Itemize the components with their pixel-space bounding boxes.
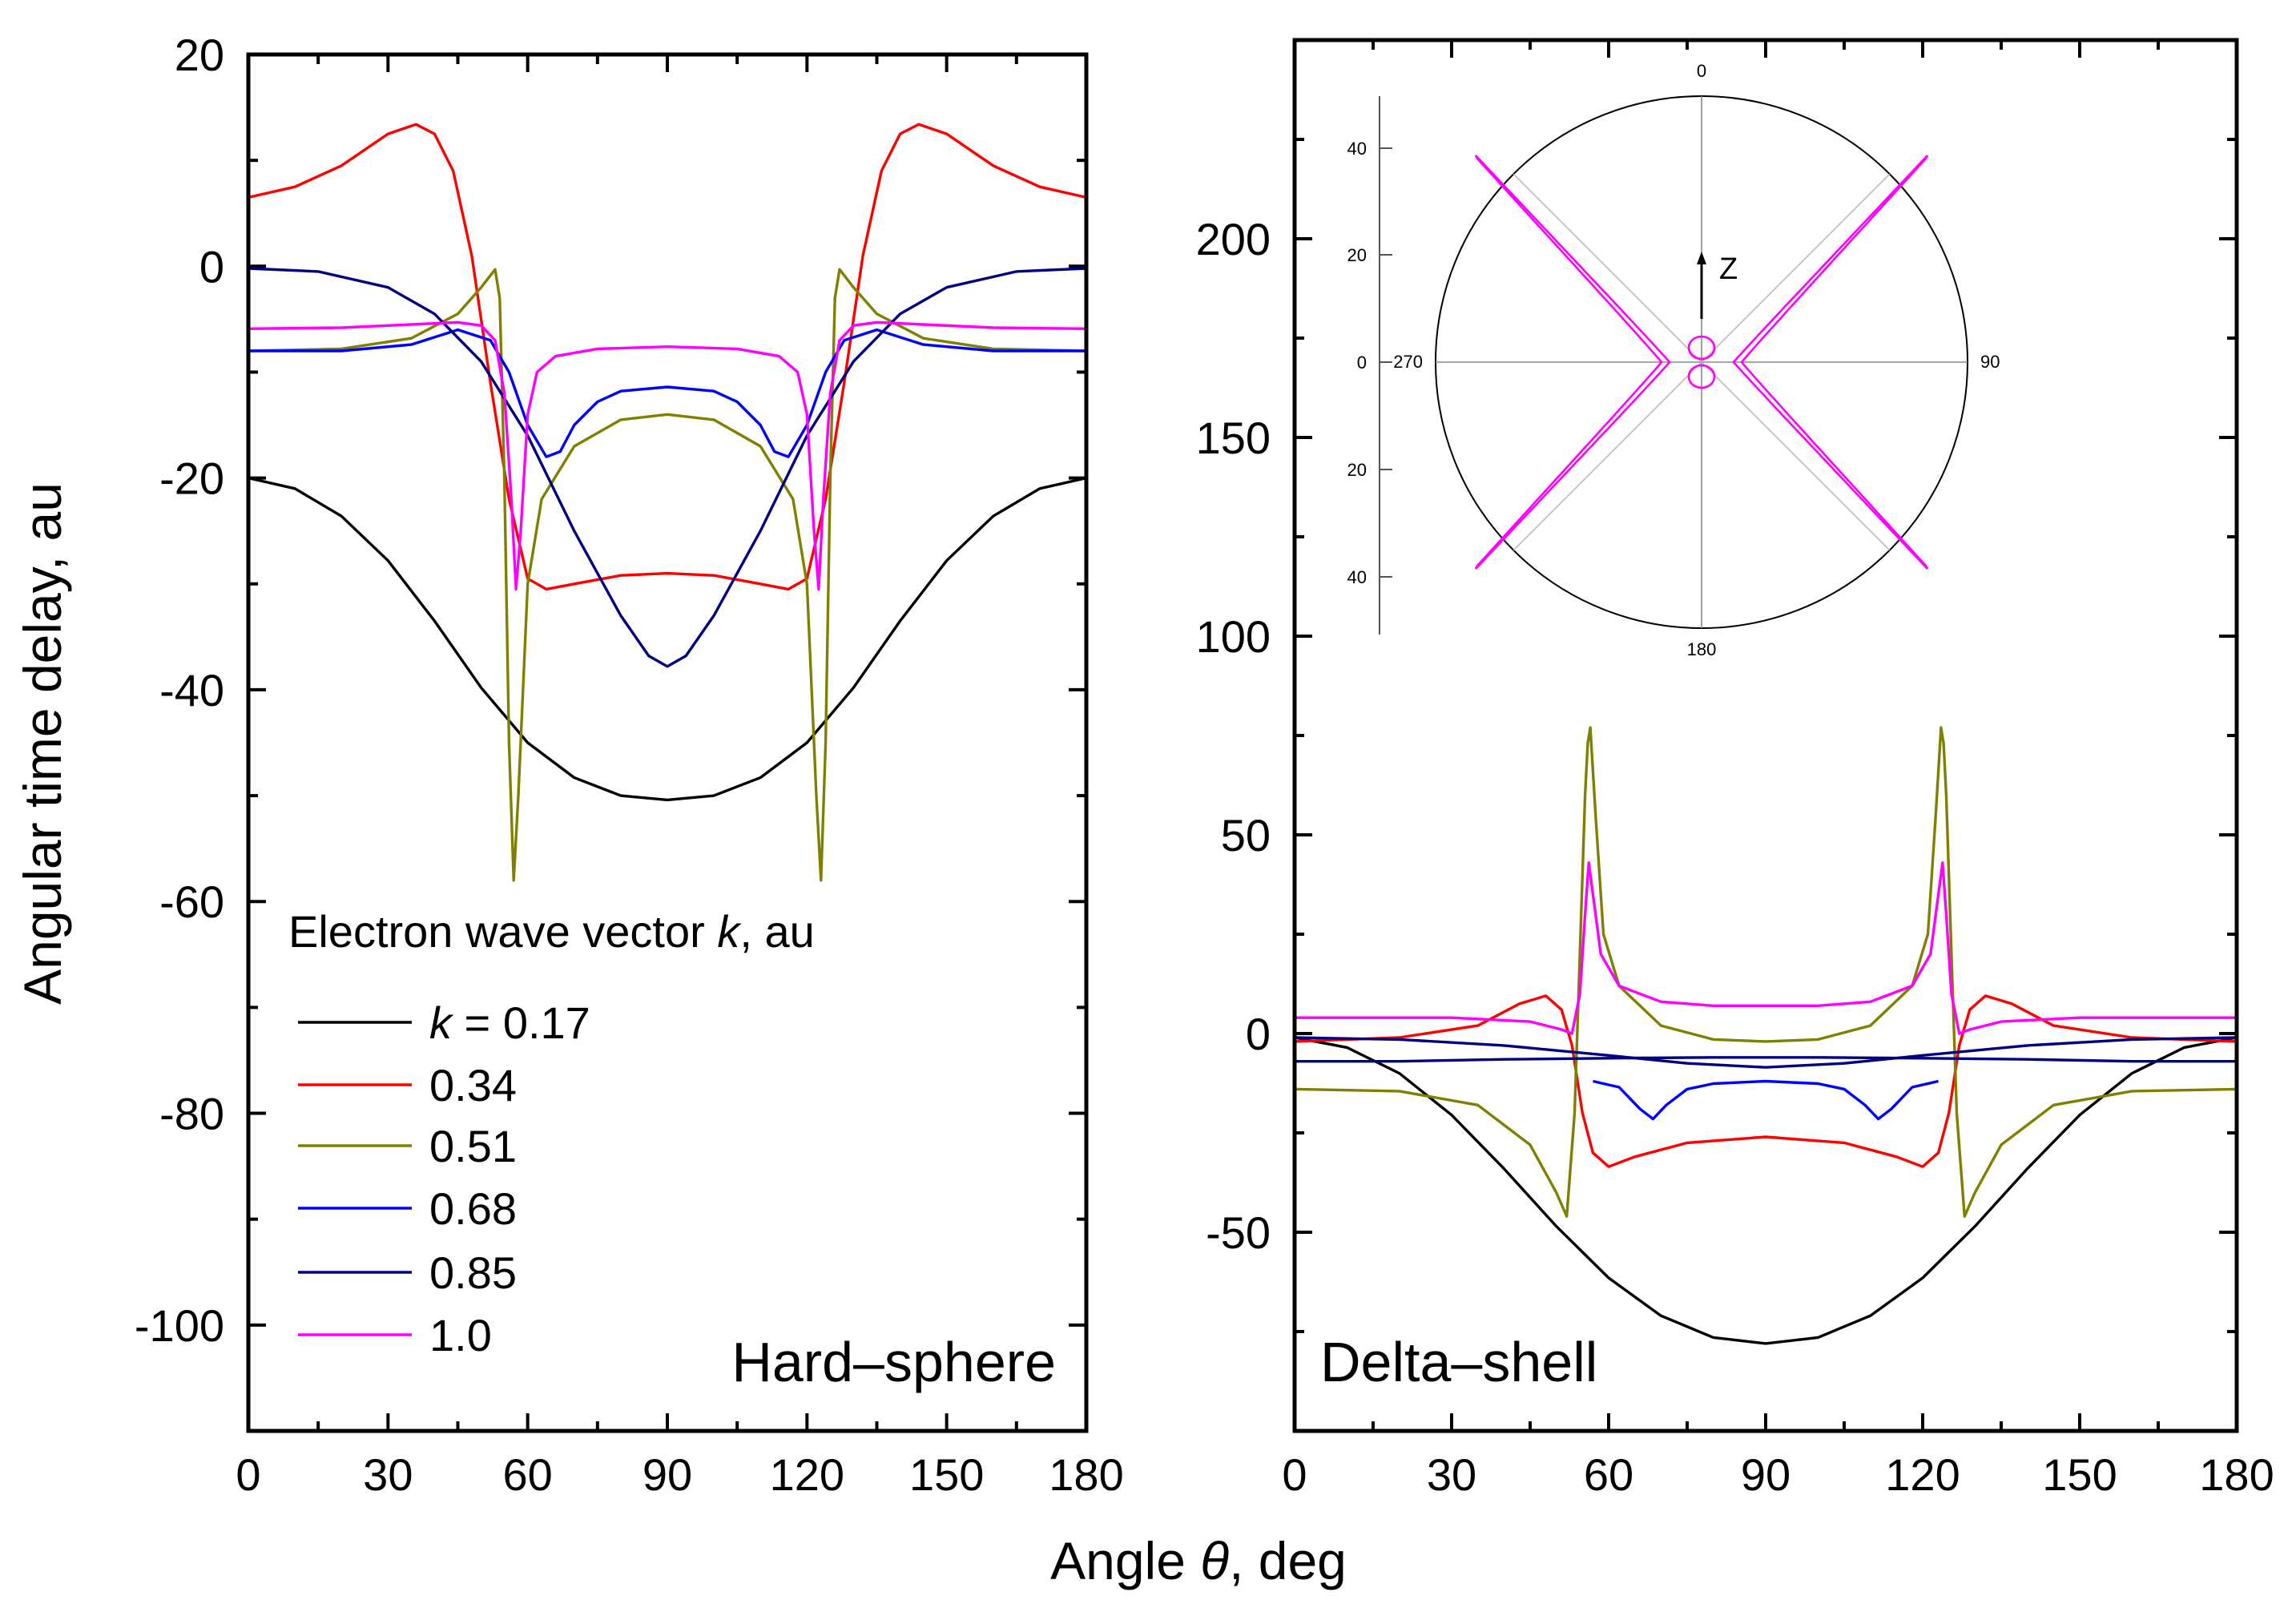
inset-spoke	[1701, 173, 1891, 363]
left-series-0-51	[248, 268, 1087, 882]
right-series-flat-blue	[1294, 1036, 2238, 1069]
legend: Electron wave vector k, au k = 0.17 0.34…	[288, 906, 815, 1360]
inset-center-loop-top	[1687, 335, 1716, 361]
inset-lobe-outer	[1475, 155, 1671, 570]
left-xtick-label: 120	[770, 1449, 844, 1500]
right-series-1-0	[1295, 861, 2237, 1035]
left-ytick-label: -80	[159, 1089, 224, 1139]
legend-label-1: 0.34	[429, 1060, 517, 1110]
y-axis-title: Angular time delay, au	[13, 482, 72, 1005]
left-xtick-label: 150	[909, 1449, 984, 1500]
left-series-0-85	[248, 267, 1087, 668]
left-xtick-label: 60	[503, 1449, 553, 1500]
right-xtick-label: 60	[1584, 1449, 1633, 1500]
inset-angle-90: 90	[1980, 352, 2000, 372]
left-series-0-68	[248, 328, 1086, 458]
inset-arm-cap	[1924, 155, 1929, 159]
right-series-0-34	[1294, 994, 2238, 1168]
left-series-0-34	[248, 123, 1087, 591]
legend-label-5: 1.0	[429, 1310, 492, 1360]
inset-lobe-outer	[1732, 155, 1928, 570]
inset-radial-ticks: 40 20 0 20 40	[1347, 139, 1392, 587]
right-ytick-label: 150	[1196, 413, 1271, 463]
legend-label-4: 0.85	[429, 1247, 517, 1298]
right-xtick-label: 180	[2199, 1449, 2274, 1500]
inset-lobe-inner	[1476, 158, 1663, 566]
polar-inset: 40 20 0 20 40 0 90 180 270 Z	[1347, 61, 2000, 659]
right-plot-frame	[1292, 38, 2239, 1433]
right-series-k-0-17	[1294, 1036, 2238, 1345]
right-xtick-label: 0	[1282, 1449, 1307, 1500]
inset-z-arrowhead	[1697, 252, 1706, 264]
inset-spokes	[1436, 96, 1968, 628]
right-ytick-label: 50	[1221, 810, 1271, 860]
right-series-group	[1294, 726, 2238, 1345]
right-series-0-68	[1593, 1079, 1939, 1121]
inset-z-label: Z	[1719, 252, 1738, 286]
x-axis-title: Angle θ, deg	[1050, 1531, 1347, 1590]
legend-label-3: 0.68	[429, 1183, 517, 1234]
legend-label-0: k = 0.17	[429, 997, 590, 1048]
panel-hard-sphere: 0 30 60 90 120 150 180 20 0 -20 -40 -60 -80 -100 Hard…	[135, 30, 1124, 1500]
inset-spoke	[1513, 173, 1702, 363]
left-series-group	[248, 123, 1087, 882]
inset-polar-curves	[1474, 155, 1929, 570]
right-xtick-label: 30	[1427, 1449, 1476, 1500]
left-ytick-label: -20	[159, 453, 224, 504]
inset-angle-0: 0	[1697, 61, 1706, 81]
left-ytick-label: 0	[199, 241, 224, 292]
right-xtick-label: 120	[1885, 1449, 1960, 1500]
inset-arm-cap	[1924, 565, 1929, 570]
right-series-0-51	[1294, 726, 2238, 1218]
legend-title: Electron wave vector k, au	[288, 906, 815, 957]
inset-rtick-label: 40	[1347, 567, 1367, 587]
inset-lobe-inner	[1740, 158, 1927, 566]
left-ytick-label: 20	[175, 30, 224, 80]
right-ytick-label: -50	[1206, 1207, 1271, 1258]
right-series-0-85	[1295, 1056, 2237, 1063]
panel-label-delta-shell: Delta–shell	[1320, 1331, 1597, 1393]
inset-arm-cap	[1474, 565, 1479, 570]
inset-angle-270: 270	[1393, 352, 1423, 372]
right-xtick-label: 90	[1741, 1449, 1790, 1500]
right-ytick-label: 100	[1196, 611, 1271, 662]
left-series-k-0-17	[248, 476, 1087, 802]
left-xtick-label: 30	[363, 1449, 413, 1500]
inset-angle-180: 180	[1687, 639, 1717, 659]
left-ytick-label: -100	[135, 1300, 224, 1351]
left-series-1-0	[248, 320, 1087, 591]
left-axis-ticks: 0 30 60 90 120 150 180 20 0 -20 -40 -60 -80 -100	[135, 30, 1124, 1500]
inset-arm-cap	[1474, 155, 1479, 159]
inset-rtick-label: 20	[1347, 245, 1367, 265]
left-xtick-label: 90	[642, 1449, 692, 1500]
left-plot-frame	[246, 52, 1089, 1433]
left-xtick-label: 0	[236, 1449, 260, 1500]
inset-spoke	[1513, 361, 1702, 551]
left-ytick-label: -60	[159, 877, 224, 927]
inset-center-loop-bottom	[1687, 364, 1716, 389]
right-ytick-label: 200	[1196, 214, 1271, 264]
right-xtick-label: 150	[2042, 1449, 2117, 1500]
inset-rtick-label: 40	[1347, 139, 1367, 159]
panel-label-hard-sphere: Hard–sphere	[731, 1331, 1056, 1393]
inset-spoke	[1701, 361, 1891, 551]
left-xtick-label: 180	[1049, 1449, 1123, 1500]
inset-rtick-label: 20	[1347, 460, 1367, 480]
right-ytick-label: 0	[1246, 1009, 1271, 1059]
legend-label-2: 0.51	[429, 1121, 517, 1171]
inset-rtick-label: 0	[1357, 353, 1367, 373]
left-ytick-label: -40	[159, 665, 224, 715]
